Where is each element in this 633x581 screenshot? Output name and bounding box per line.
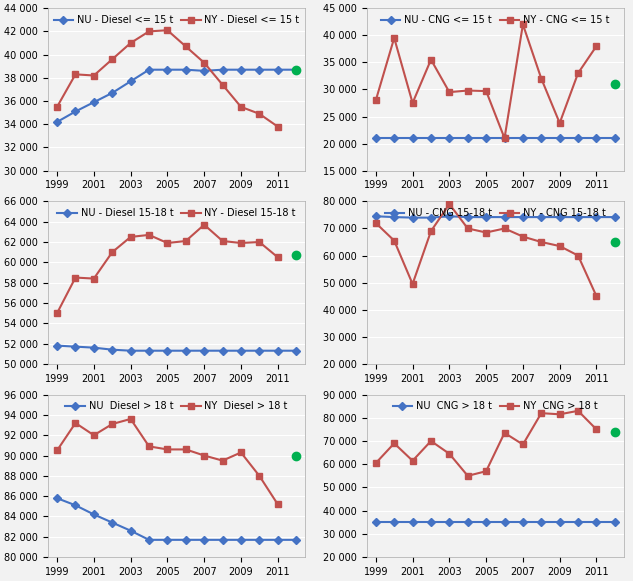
Legend: NU - Diesel 15-18 t, NY - Diesel 15-18 t: NU - Diesel 15-18 t, NY - Diesel 15-18 t [55, 206, 298, 220]
Legend: NU  CNG > 18 t, NY  CNG > 18 t: NU CNG > 18 t, NY CNG > 18 t [391, 399, 600, 413]
Legend: NU - CNG <= 15 t, NY - CNG <= 15 t: NU - CNG <= 15 t, NY - CNG <= 15 t [379, 13, 611, 27]
Legend: NU - Diesel <= 15 t, NY - Diesel <= 15 t: NU - Diesel <= 15 t, NY - Diesel <= 15 t [52, 13, 301, 27]
Legend: NU  Diesel > 18 t, NY  Diesel > 18 t: NU Diesel > 18 t, NY Diesel > 18 t [63, 399, 290, 413]
Legend: NU - CNG 15-18 t, NY - CNG 15-18 t: NU - CNG 15-18 t, NY - CNG 15-18 t [383, 206, 608, 220]
